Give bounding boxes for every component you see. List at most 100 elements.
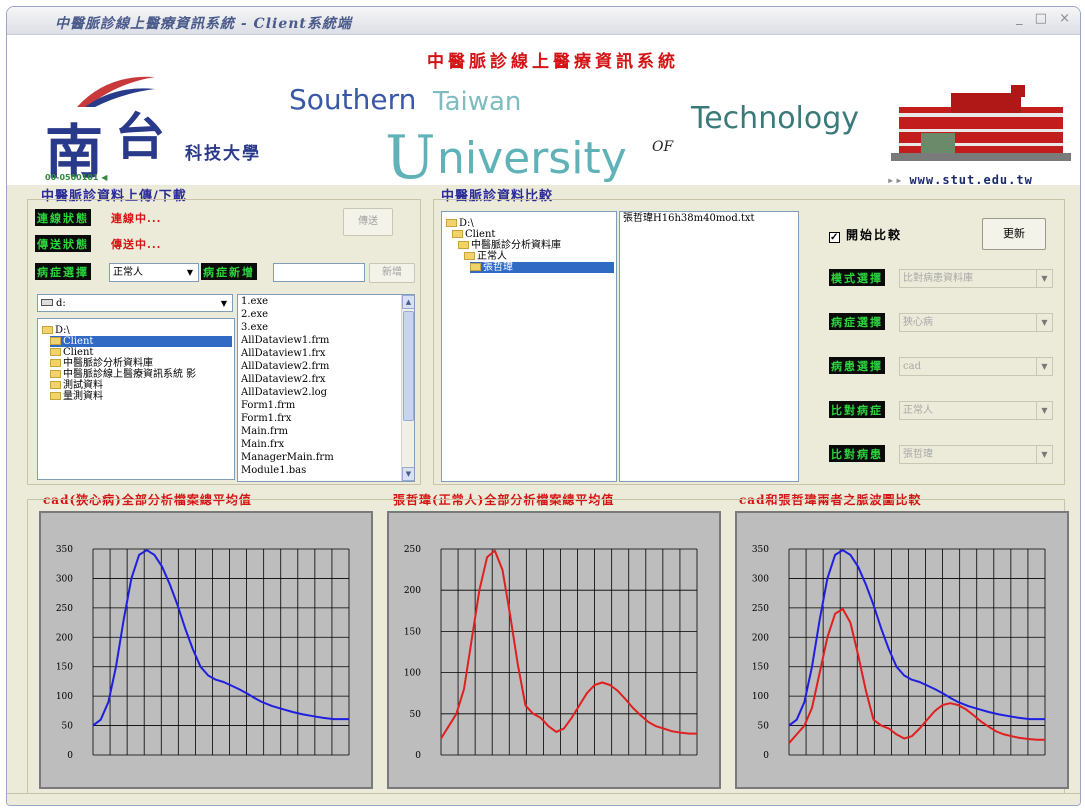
new-disease-input[interactable]	[273, 263, 365, 282]
tree-item[interactable]: 中醫脈診分析資料庫	[458, 240, 561, 251]
compare-folder-tree[interactable]: D:\ Client 中醫脈診分析資料庫 正常人 張哲瑋	[441, 211, 617, 482]
chart-1: 0 50 100 150 200 250 300 350	[39, 511, 373, 789]
tree-item[interactable]: Client	[50, 347, 93, 358]
file-item[interactable]: 張哲瑋H16h38m40mod.txt	[623, 213, 755, 224]
file-item[interactable]: AllDataview2.log	[241, 387, 328, 398]
file-item[interactable]: Module1.bas	[241, 465, 307, 476]
file-list[interactable]: ▲ ▼ 1.exe 2.exe 3.exe AllDataview1.frm AllDa…	[237, 294, 415, 482]
close-button[interactable]: ×	[1059, 11, 1070, 26]
tree-item[interactable]: 中醫脈診分析資料庫	[50, 358, 153, 369]
update-button[interactable]: 更新	[982, 218, 1046, 250]
minimize-button[interactable]: _	[1016, 11, 1023, 26]
file-item[interactable]: AllDataview1.frx	[241, 348, 326, 359]
compare-option-label: 模式選擇	[829, 269, 885, 286]
chevron-down-icon[interactable]: ▼	[1036, 446, 1052, 463]
tree-item[interactable]: 正常人	[464, 251, 507, 262]
tree-item[interactable]: Client	[452, 229, 495, 240]
tree-item-label: Client	[465, 229, 496, 240]
compare-file-list[interactable]: 張哲瑋H16h38m40mod.txt	[619, 211, 799, 482]
compare-option-select[interactable]: 張哲瑋 ▼	[899, 445, 1053, 464]
banner: 中醫脈診線上醫療資訊系統 南 台 科技大學 00-0500101 ◀ South…	[7, 35, 1080, 193]
chevron-down-icon[interactable]: ▼	[1036, 270, 1052, 287]
file-item[interactable]: Main.frx	[241, 439, 285, 450]
maximize-button[interactable]: □	[1034, 11, 1047, 26]
file-item[interactable]: Form1.frm	[241, 400, 296, 411]
folder-icon	[446, 219, 457, 227]
drive-select[interactable]: d: ▼	[37, 294, 233, 312]
folder-tree[interactable]: D:\ Client Client 中醫脈診分析資料庫 中醫脈診線上醫療資訊系統 影測試…	[37, 318, 235, 480]
transfer-status-label: 傳送狀態	[35, 235, 91, 252]
folder-icon	[458, 241, 469, 249]
y-tick-label: 150	[56, 663, 73, 673]
tree-item[interactable]: 張哲瑋	[470, 262, 614, 273]
chevron-down-icon[interactable]: ▼	[1036, 314, 1052, 331]
checkbox-check-icon[interactable]: ✓	[829, 232, 841, 243]
compare-option-label: 比對病患	[829, 445, 885, 462]
tree-item[interactable]: Client	[50, 336, 232, 347]
file-item[interactable]: 2.exe	[241, 309, 269, 320]
banner-word-taiwan: Taiwan	[433, 87, 522, 117]
upload-panel-title: 中醫脈診資料上傳/下載	[41, 189, 187, 204]
scroll-down-icon[interactable]: ▼	[402, 467, 414, 481]
scroll-thumb[interactable]	[403, 311, 414, 421]
file-item[interactable]: ManagerMain.frm	[241, 452, 334, 463]
window-controls: _ □ ×	[1008, 11, 1070, 26]
drive-icon	[41, 299, 53, 306]
title-bar[interactable]: 中醫脈診線上醫療資訊系統 - Client系統端 _ □ ×	[7, 7, 1080, 35]
compare-option-label: 病症選擇	[829, 313, 885, 330]
tree-item[interactable]: D:\	[446, 218, 474, 229]
compare-option-select[interactable]: 比對病患資料庫 ▼	[899, 269, 1053, 288]
file-list-scrollbar[interactable]: ▲ ▼	[401, 295, 414, 481]
compare-option-select[interactable]: 正常人 ▼	[899, 401, 1053, 420]
y-tick-label: 0	[67, 751, 73, 761]
y-tick-label: 100	[752, 692, 769, 702]
chart-3-title: cad和張哲瑋兩者之脈波圖比較	[739, 493, 922, 507]
file-item[interactable]: 3.exe	[241, 322, 269, 333]
chevron-down-icon[interactable]: ▼	[216, 295, 232, 311]
file-item[interactable]: 1.exe	[241, 296, 269, 307]
compare-option-select[interactable]: cad ▼	[899, 357, 1053, 376]
scroll-up-icon[interactable]: ▲	[402, 295, 414, 309]
logo-nan: 南	[45, 118, 104, 186]
logo-swoosh-icon	[77, 76, 155, 107]
send-button[interactable]: 傳送	[343, 208, 393, 236]
transfer-status-value: 傳送中...	[111, 238, 162, 251]
y-tick-label: 100	[56, 692, 73, 702]
chevron-down-icon[interactable]: ▼	[1036, 358, 1052, 375]
add-disease-button[interactable]: 新增	[369, 263, 415, 283]
tree-item[interactable]: 測試資料	[50, 380, 103, 391]
folder-icon	[50, 337, 61, 345]
tree-item-label: 中醫脈診分析資料庫	[63, 358, 153, 369]
compare-panel	[433, 199, 1065, 485]
compare-option-value: 正常人	[903, 405, 933, 416]
start-compare-label: 開始比較	[846, 228, 903, 242]
folder-icon	[452, 230, 463, 238]
chevron-down-icon[interactable]: ▼	[182, 264, 198, 281]
connection-status-value: 連線中...	[111, 212, 162, 225]
disease-select[interactable]: 正常人 ▼	[109, 263, 199, 282]
tree-item-label: 測試資料	[63, 380, 103, 391]
file-item[interactable]: AllDataview2.frx	[241, 374, 326, 385]
banner-word-u: U	[385, 123, 436, 193]
chevron-down-icon[interactable]: ▼	[1036, 402, 1052, 419]
compare-option-select[interactable]: 狹心病 ▼	[899, 313, 1053, 332]
tree-item[interactable]: D:\	[42, 325, 70, 336]
y-tick-label: 300	[56, 574, 73, 584]
y-tick-label: 0	[415, 751, 421, 761]
tree-item[interactable]: 量測資料	[50, 391, 103, 402]
series-line-0	[440, 549, 697, 740]
file-item[interactable]: AllDataview1.frm	[241, 335, 330, 346]
folder-icon	[50, 392, 61, 400]
building-icon	[891, 85, 1071, 161]
folder-icon	[464, 252, 475, 260]
file-item[interactable]: Main.frm	[241, 426, 288, 437]
y-tick-label: 50	[62, 722, 74, 732]
start-compare-checkbox[interactable]: ✓ 開始比較	[829, 226, 902, 243]
compare-option-value: 狹心病	[903, 317, 933, 328]
chart-3: 0 50 100 150 200 250 300 350	[735, 511, 1069, 789]
file-item[interactable]: AllDataview2.frm	[241, 361, 330, 372]
compare-option-value: 張哲瑋	[903, 449, 933, 460]
tree-item-label: 中醫脈診分析資料庫	[471, 240, 561, 251]
file-item[interactable]: Form1.frx	[241, 413, 292, 424]
tree-item[interactable]: 中醫脈診線上醫療資訊系統 影	[50, 369, 196, 380]
